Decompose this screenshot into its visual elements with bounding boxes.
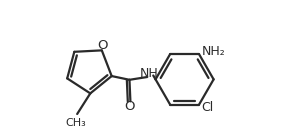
Text: O: O [124,100,135,113]
Text: CH₃: CH₃ [66,118,87,128]
Text: Cl: Cl [201,101,214,114]
Text: O: O [97,39,108,52]
Text: NH₂: NH₂ [201,45,225,58]
Text: NH: NH [140,67,159,80]
